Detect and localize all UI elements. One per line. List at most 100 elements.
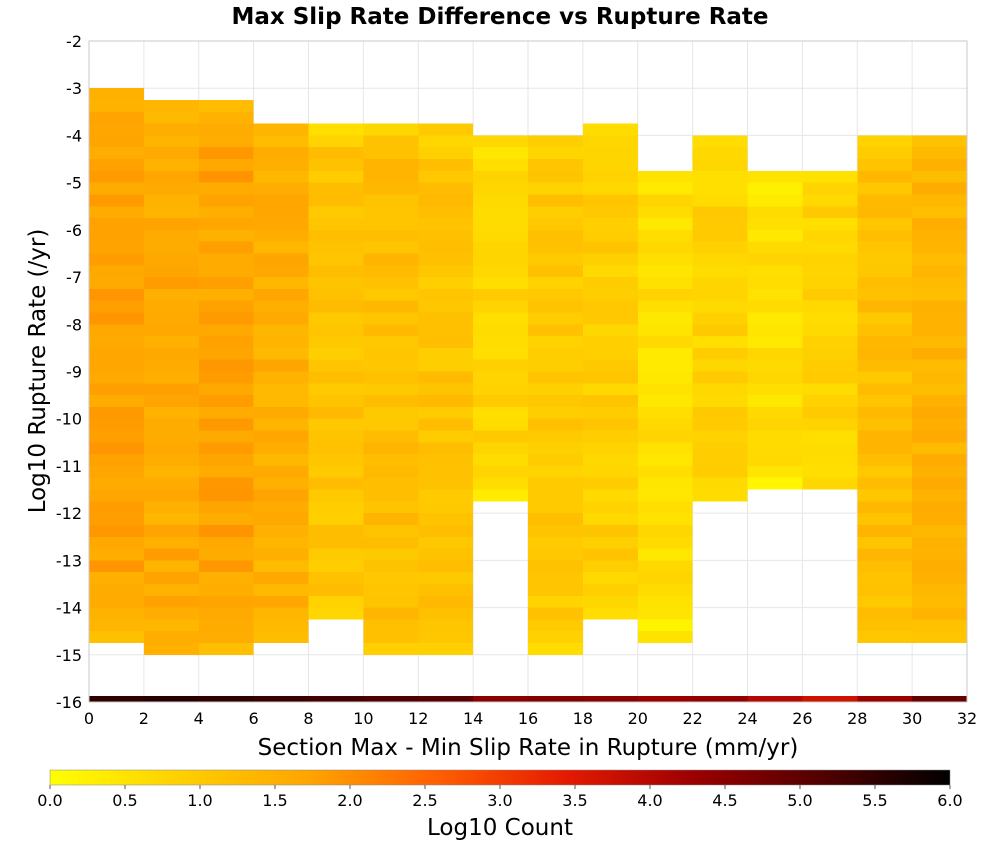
plot-frame [88,40,968,703]
heatmap-cell [143,229,199,242]
heatmap-cell [89,430,144,443]
y-tick-label: -3 [66,79,82,98]
heatmap-cell [747,371,803,384]
heatmap-cell [747,229,803,242]
heatmap-cell-total [89,696,144,702]
heatmap-cell [198,135,254,148]
heatmap-cell [912,501,967,514]
heatmap-cell [198,229,254,242]
heatmap-cell [473,277,528,289]
heatmap-cell [143,253,199,266]
heatmap-cell [857,288,913,301]
heatmap-cell [802,241,858,254]
heatmap-cell [89,560,144,573]
heatmap-cell [912,524,967,537]
heatmap-cell [692,241,748,254]
x-tick-label: 2 [139,709,149,728]
heatmap-cell [692,371,748,384]
heatmap-cell [89,395,144,407]
heatmap-cell [637,430,693,443]
heatmap-cell [802,359,858,372]
heatmap-cell [582,418,638,431]
heatmap-cell [692,312,748,325]
heatmap-cell [253,572,309,584]
heatmap-cell [308,241,364,254]
heatmap-cell [528,159,583,171]
heatmap-cell [363,277,419,289]
heatmap-cell [89,218,144,230]
heatmap-cell [912,418,967,431]
heatmap-cell [143,288,199,301]
heatmap-cell [418,560,474,573]
heatmap-cell [473,312,528,325]
heatmap-cell [582,277,638,289]
heatmap-cell [198,300,254,313]
heatmap-cell [89,595,144,608]
heatmap-cell [857,312,913,325]
heatmap-cell [912,465,967,478]
heatmap-cell [912,371,967,384]
heatmap-cell [418,312,474,325]
heatmap-cell [473,241,528,254]
heatmap-cell [637,194,693,207]
heatmap-cell [363,265,419,278]
heatmap-cell [857,383,913,396]
heatmap-cell [857,347,913,360]
heatmap-cell [802,218,858,230]
heatmap-cell [89,465,144,478]
heatmap-cell [253,347,309,360]
heatmap-cell [473,477,528,490]
heatmap-cell [747,324,803,337]
x-tick-label: 16 [518,709,538,728]
heatmap-cell [143,170,199,183]
heatmap-cell [582,265,638,278]
heatmap-cell [528,359,583,372]
heatmap-cell [89,159,144,171]
heatmap-cell [747,288,803,301]
heatmap-cell [912,442,967,455]
heatmap-cell [418,395,474,407]
heatmap-cell [418,147,474,160]
heatmap-cell [308,595,364,608]
heatmap-cell-total [143,696,199,702]
heatmap-cell [143,418,199,431]
heatmap-cell [912,430,967,443]
heatmap-cell [198,560,254,573]
heatmap-cell [89,442,144,455]
x-tick-label: 8 [303,709,313,728]
heatmap-cell [418,536,474,549]
heatmap-cell [89,194,144,207]
heatmap-cell [528,265,583,278]
heatmap-cell [637,300,693,313]
heatmap-cell [308,123,364,136]
heatmap-cell [253,135,309,148]
heatmap-cell [857,513,913,525]
heatmap-cell [857,536,913,549]
heatmap-cell [198,418,254,431]
heatmap-cell [143,359,199,372]
heatmap-cell [143,406,199,419]
heatmap-cell [253,194,309,207]
heatmap-cell [198,583,254,596]
heatmap-cell [363,536,419,549]
heatmap-cell [473,300,528,313]
heatmap-cell [363,595,419,608]
heatmap-cell [418,501,474,514]
heatmap-cell [582,607,638,620]
heatmap-cell [857,147,913,160]
heatmap-cell-total [747,696,803,702]
heatmap-cell [143,560,199,573]
heatmap-cell [253,182,309,195]
heatmap-cell [198,277,254,289]
heatmap-cell [528,300,583,313]
heatmap-cell [308,477,364,490]
heatmap-cell [363,548,419,561]
heatmap-cell [363,489,419,502]
heatmap-cell [582,524,638,537]
heatmap-cell-total [582,696,638,702]
heatmap-cell [528,347,583,360]
heatmap-cell [418,218,474,230]
heatmap-cell [857,395,913,407]
heatmap-cell [308,277,364,289]
heatmap-cell [802,277,858,289]
